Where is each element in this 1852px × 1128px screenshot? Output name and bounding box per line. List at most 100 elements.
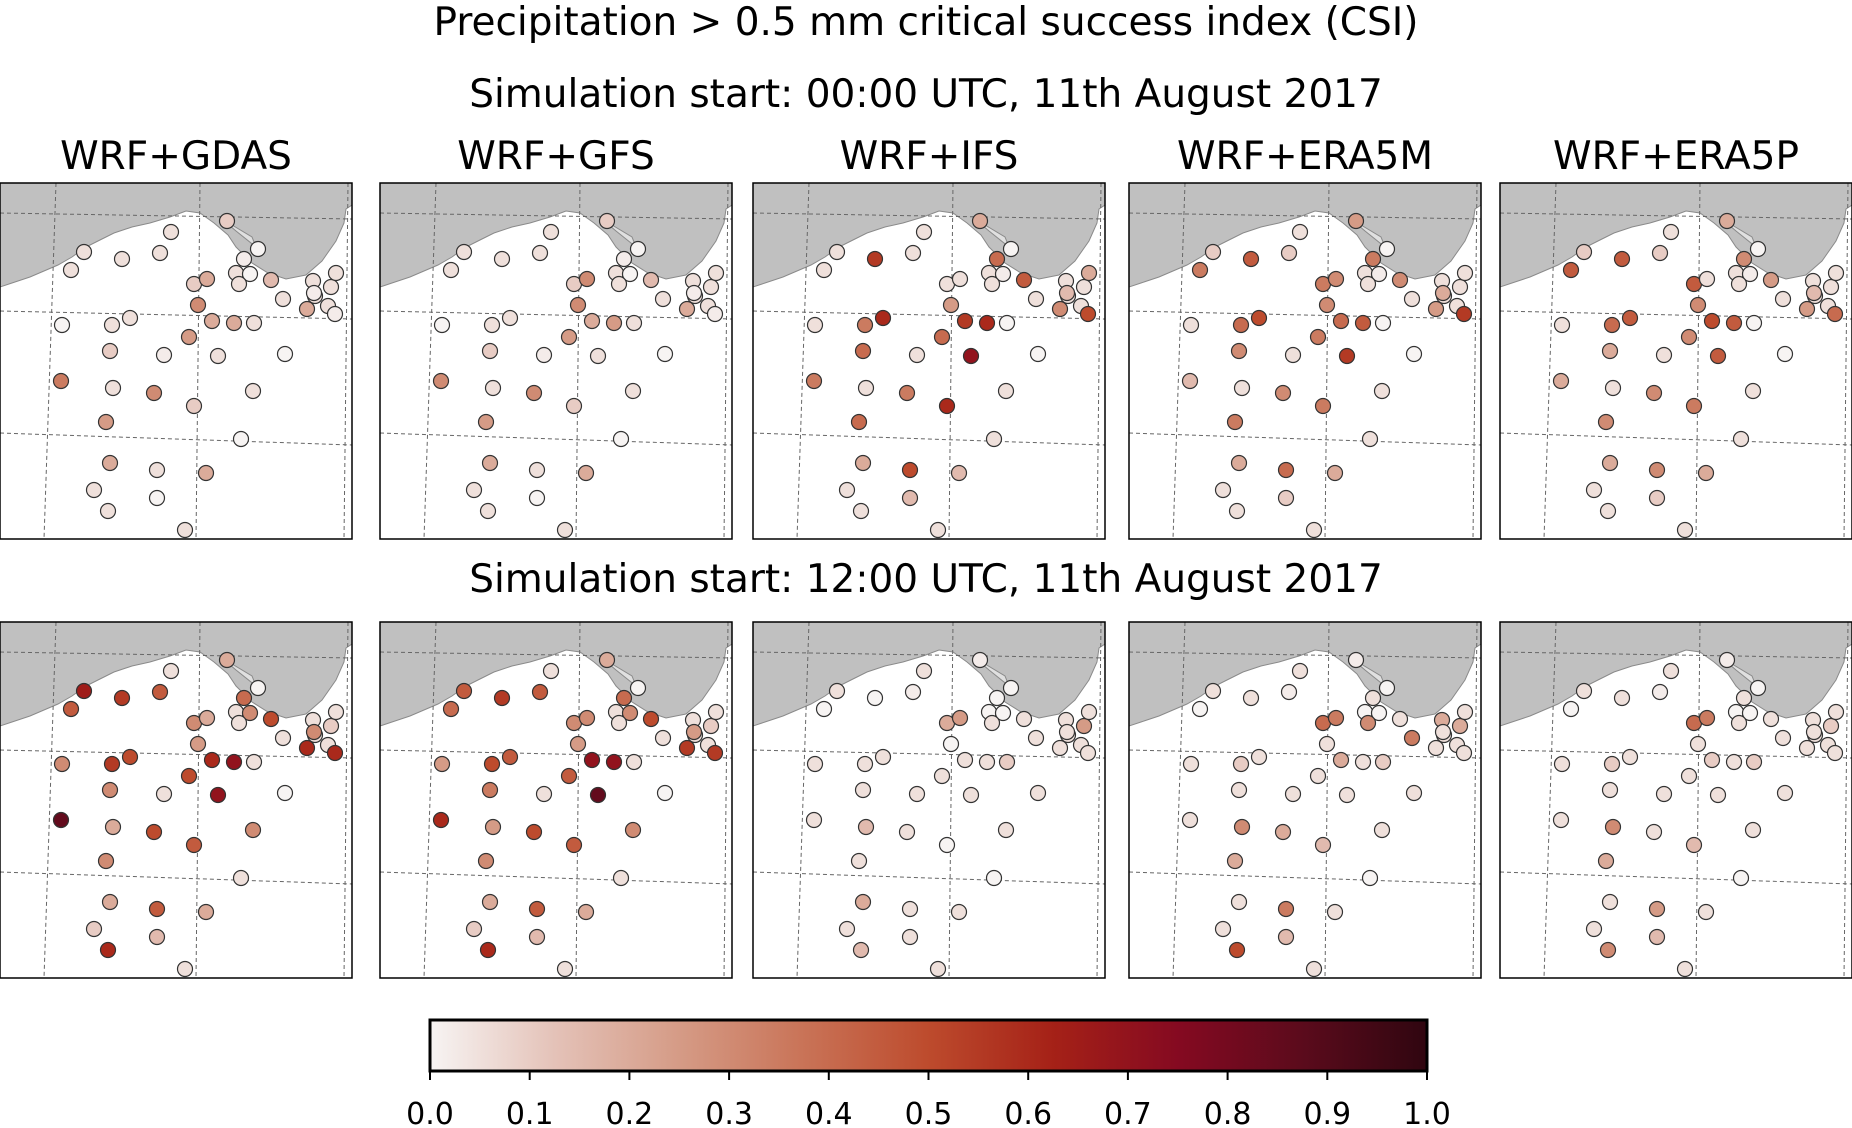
station-marker [481, 781, 499, 799]
station-marker [856, 316, 874, 334]
station-marker [854, 454, 872, 472]
station-marker [1798, 300, 1816, 318]
station-marker [1354, 314, 1372, 332]
station-marker [1601, 781, 1619, 799]
station-marker [155, 346, 173, 364]
station-marker [707, 264, 725, 282]
station-marker [528, 928, 546, 946]
station-marker [850, 852, 868, 870]
station-marker [942, 296, 960, 314]
station-marker [1181, 811, 1199, 829]
station-marker [1648, 461, 1666, 479]
station-marker [1744, 382, 1762, 400]
station-marker [1774, 729, 1792, 747]
station-marker [479, 941, 497, 959]
station-marker [99, 502, 117, 520]
station-marker [1051, 739, 1069, 757]
station-marker [52, 811, 70, 829]
graticule-line [753, 432, 1105, 446]
station-marker [185, 836, 203, 854]
station-marker [481, 454, 499, 472]
station-marker [203, 312, 221, 330]
station-marker [998, 314, 1016, 332]
station-marker [1242, 689, 1260, 707]
station-marker [481, 342, 499, 360]
station-marker [971, 212, 989, 230]
station-marker [145, 823, 163, 841]
graticule-line [796, 622, 810, 978]
graticule-line [343, 183, 349, 539]
station-marker [542, 223, 560, 241]
station-marker [1735, 250, 1753, 268]
station-marker [1361, 430, 1379, 448]
station-marker [1648, 928, 1666, 946]
station-marker [1347, 651, 1365, 669]
station-marker [1613, 689, 1631, 707]
graticule-line [0, 310, 352, 320]
station-marker [1451, 278, 1469, 296]
station-marker [678, 300, 696, 318]
station-marker [985, 869, 1003, 887]
station-marker [1613, 250, 1631, 268]
station-marker [1451, 717, 1469, 735]
panel-frame [752, 182, 1106, 540]
station-marker [560, 328, 578, 346]
station-marker [1718, 212, 1736, 230]
station-marker [702, 717, 720, 735]
station-marker [1029, 784, 1047, 802]
station-marker [230, 714, 248, 732]
station-marker [685, 284, 703, 302]
station-marker [1621, 748, 1639, 766]
map-panel-r0-c1 [379, 182, 733, 540]
station-marker [1250, 748, 1268, 766]
station-marker [994, 704, 1012, 722]
station-marker [1359, 275, 1377, 293]
station-marker [828, 682, 846, 700]
graticule-line [1324, 622, 1330, 978]
station-marker [1230, 781, 1248, 799]
station-marker [1703, 751, 1721, 769]
station-marker [942, 735, 960, 753]
graticule-line [423, 622, 437, 978]
graticule-line [753, 212, 1105, 220]
station-marker [101, 342, 119, 360]
station-marker [901, 461, 919, 479]
station-marker [189, 296, 207, 314]
graticule-line [1324, 183, 1330, 539]
station-marker [235, 250, 253, 268]
station-marker [1651, 683, 1669, 701]
station-marker [642, 271, 660, 289]
station-marker [1599, 502, 1617, 520]
station-marker [1204, 243, 1222, 261]
station-marker [997, 821, 1015, 839]
station-marker [1689, 735, 1707, 753]
graticule-line [380, 212, 732, 220]
station-marker [1364, 250, 1382, 268]
row-heading-00utc: Simulation start: 00:00 UTC, 11th August… [469, 72, 1383, 117]
station-marker [1456, 264, 1474, 282]
station-marker [1305, 521, 1323, 539]
station-marker [1604, 818, 1622, 836]
station-marker [189, 735, 207, 753]
station-marker [998, 753, 1016, 771]
station-marker [642, 710, 660, 728]
station-marker [477, 413, 495, 431]
station-marker [1318, 296, 1336, 314]
station-marker [1405, 345, 1423, 363]
station-marker [1597, 852, 1615, 870]
station-marker [706, 744, 724, 762]
station-marker [1655, 346, 1673, 364]
station-marker [465, 920, 483, 938]
station-marker [612, 430, 630, 448]
station-marker [1456, 703, 1474, 721]
station-marker [901, 489, 919, 507]
colorbar-tick-label: 0.6 [1004, 1097, 1052, 1128]
station-marker [1391, 710, 1409, 728]
station-marker [1718, 651, 1736, 669]
station-marker [262, 271, 280, 289]
station-marker [455, 682, 473, 700]
station-marker [1242, 250, 1260, 268]
station-marker [528, 489, 546, 507]
station-marker [1058, 723, 1076, 741]
station-marker [857, 379, 875, 397]
